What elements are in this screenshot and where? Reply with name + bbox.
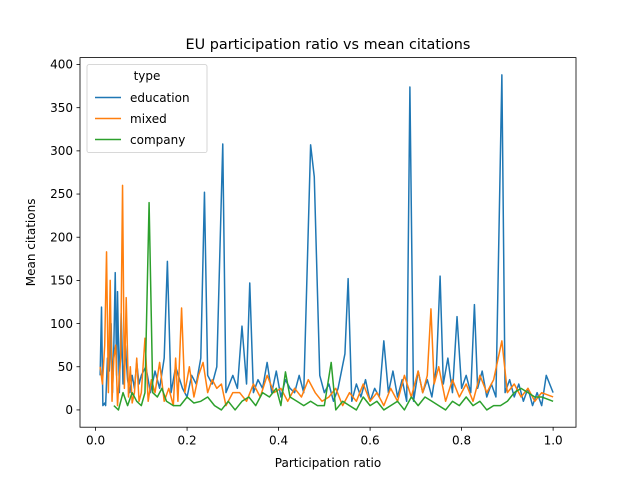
y-tick-label: 300	[50, 144, 73, 158]
y-tick-label: 150	[50, 274, 73, 288]
x-tick-label: 0.4	[269, 434, 288, 448]
legend[interactable]: type education mixed company	[86, 64, 208, 153]
legend-title: type	[134, 69, 161, 83]
chart-title: EU participation ratio vs mean citations	[186, 37, 471, 53]
x-tick-label: 1.0	[544, 434, 563, 448]
y-tick-label: 250	[50, 187, 73, 201]
y-tick-label: 400	[50, 58, 73, 72]
y-tick-label: 50	[58, 360, 73, 374]
x-tick-label: 0.2	[178, 434, 197, 448]
y-tick-label: 0	[65, 403, 73, 417]
series-line-education	[99, 74, 554, 407]
series-line-company	[113, 201, 554, 411]
legend-item-education[interactable]: education	[95, 91, 190, 105]
y-axis-label: Mean citations	[24, 199, 38, 287]
y-axis: 0 50 100 150 200 250 300 350 400	[50, 58, 80, 417]
series-line-mixed	[99, 184, 554, 407]
y-tick-label: 350	[50, 101, 73, 115]
legend-label-education: education	[130, 91, 190, 105]
plot-frame	[79, 57, 577, 428]
y-tick-label: 200	[50, 230, 73, 244]
series-layer	[99, 74, 554, 411]
x-axis: 0.0 0.2 0.4 0.6 0.8 1.0	[86, 427, 563, 448]
y-tick-label: 100	[50, 317, 73, 331]
x-tick-label: 0.6	[361, 434, 380, 448]
x-tick-label: 0.8	[452, 434, 471, 448]
x-axis-label: Participation ratio	[275, 456, 381, 470]
legend-label-company: company	[130, 133, 185, 147]
legend-label-mixed: mixed	[130, 112, 167, 126]
x-tick-label: 0.0	[86, 434, 105, 448]
legend-item-mixed[interactable]: mixed	[95, 112, 167, 126]
legend-item-company[interactable]: company	[95, 133, 185, 147]
legend-box	[86, 64, 208, 153]
